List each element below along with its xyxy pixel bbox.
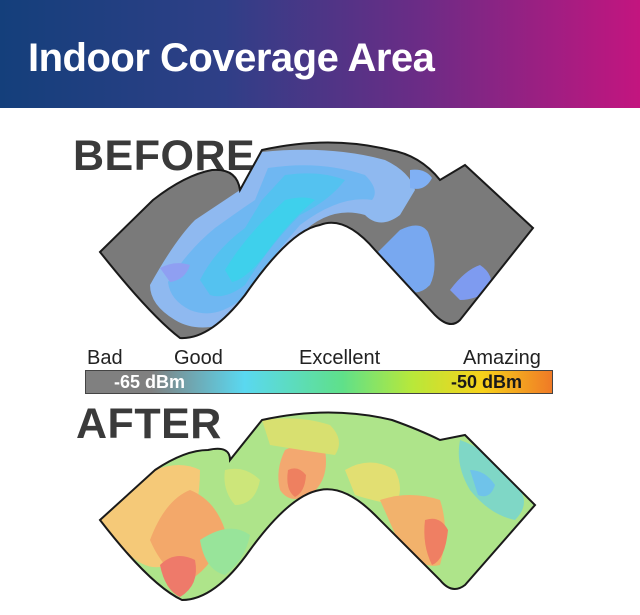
- after-coverage-map: [98, 411, 537, 602]
- legend-label-bad: Bad: [87, 347, 123, 369]
- legend-label-amazing: Amazing: [463, 347, 541, 369]
- after-label: AFTER: [76, 400, 222, 448]
- legend-low-value: -65 dBm: [114, 372, 186, 392]
- legend-color-scale: [85, 370, 553, 394]
- legend-label-excellent: Excellent: [299, 347, 381, 369]
- legend-high-value: -50 dBm: [451, 372, 523, 392]
- title-banner: Indoor Coverage Area: [0, 0, 640, 108]
- before-floorplan-outline: [98, 141, 535, 340]
- after-floorplan-outline: [98, 411, 537, 602]
- before-coverage-map: [98, 141, 535, 340]
- page-title: Indoor Coverage Area: [28, 36, 435, 80]
- legend-label-good: Good: [174, 347, 223, 369]
